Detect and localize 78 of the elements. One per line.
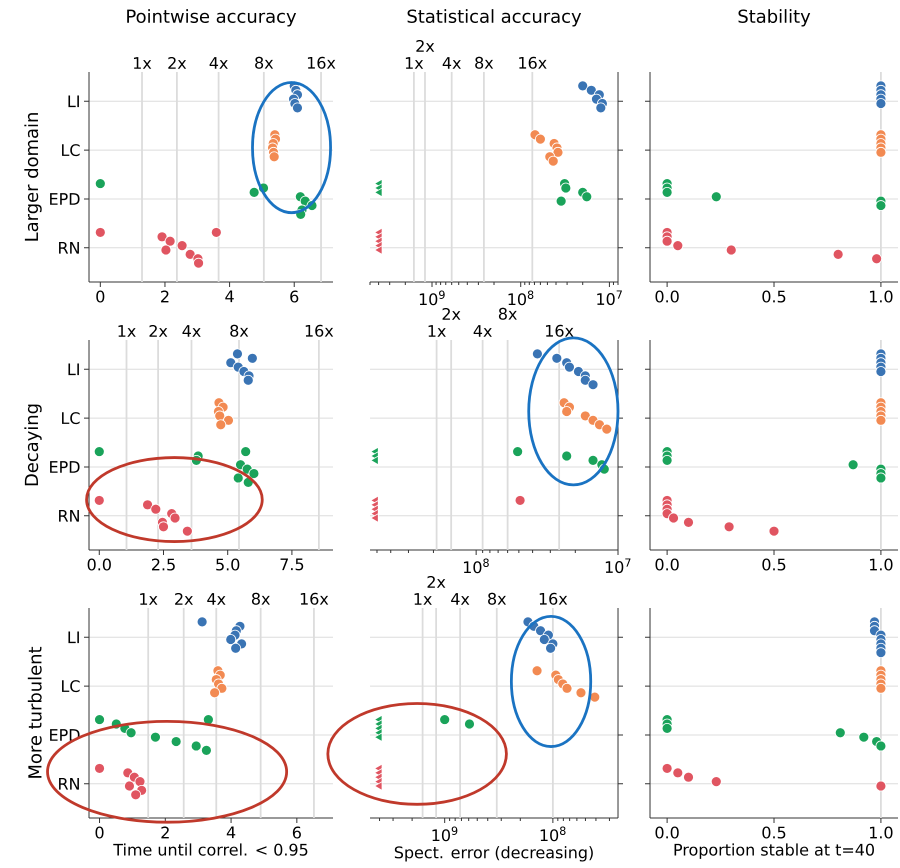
x-tick-label: 0.5 xyxy=(762,558,786,571)
y-tick-label: LI xyxy=(68,95,79,108)
ref-line-label: 4x xyxy=(210,57,228,69)
y-axis-title: Decaying xyxy=(24,404,42,486)
ref-line-label: 4x xyxy=(442,57,461,69)
y-tick-label: RN xyxy=(59,778,79,790)
ref-line-label: 2x xyxy=(428,576,446,588)
x-axis-title: Spect. error (decreasing) xyxy=(394,846,593,862)
ref-line-label: 16x xyxy=(540,592,568,605)
x-tick-label: 0.0 xyxy=(88,558,111,571)
y-tick-label: LC xyxy=(62,680,80,692)
x-tick-label: 7.5 xyxy=(280,558,304,570)
ref-line-label: 1x xyxy=(118,325,136,337)
y-tick-label: LI xyxy=(68,363,79,376)
chart-title: Pointwise accuracy xyxy=(127,9,296,26)
ref-line-label: 16x xyxy=(546,324,574,337)
y-axis-title: More turbulent xyxy=(28,646,42,778)
x-tick-label: 4 xyxy=(225,290,234,302)
x-tick-label: 10$^{8}$ xyxy=(464,558,489,574)
y-axis-title: Larger domain xyxy=(24,113,42,241)
x-tick-label: 0.0 xyxy=(655,290,679,303)
x-tick-label: 10$^{9}$ xyxy=(420,290,445,306)
ref-line-label: 4x xyxy=(182,325,201,337)
x-tick-label: 0.0 xyxy=(655,558,679,571)
ref-line-label: 16x xyxy=(306,324,334,337)
ref-line-label: 1x xyxy=(406,57,424,69)
ref-line-label: 8x xyxy=(498,308,517,320)
x-tick-label: 1.0 xyxy=(870,558,893,571)
ref-line-label: 16x xyxy=(300,592,328,605)
y-tick-label: LC xyxy=(62,412,80,424)
ref-line-label: 16x xyxy=(308,56,336,69)
x-tick-label: 0 xyxy=(96,826,104,839)
x-tick-label: 6 xyxy=(292,826,301,839)
ref-line-label: 2x xyxy=(175,592,193,605)
x-tick-label: 10$^{7}$ xyxy=(597,290,622,306)
x-tick-label: 6 xyxy=(290,290,298,303)
ref-line-label: 1x xyxy=(140,593,158,605)
y-tick-label: LI xyxy=(68,631,79,644)
x-tick-label: 2 xyxy=(161,290,168,302)
ref-line-label: 2x xyxy=(168,56,186,69)
y-tick-label: RN xyxy=(59,510,79,522)
ref-line-label: 2x xyxy=(416,40,434,52)
ref-line-label: 1x xyxy=(414,593,432,605)
x-tick-label: 10$^{8}$ xyxy=(540,826,566,842)
ref-line-label: 4x xyxy=(474,325,492,337)
x-tick-label: 0.5 xyxy=(762,290,786,303)
ref-line-label: 8x xyxy=(255,56,274,69)
x-tick-label: 1.0 xyxy=(870,826,893,839)
ref-line-label: 8x xyxy=(488,592,506,605)
x-tick-label: 10$^{9}$ xyxy=(432,826,458,842)
x-tick-label: 0.0 xyxy=(655,826,679,839)
x-tick-label: 2 xyxy=(161,826,169,838)
x-axis-title: Proportion stable at t=40 xyxy=(674,843,874,859)
y-tick-label: EPD xyxy=(50,193,80,205)
x-tick-label: 2.5 xyxy=(152,558,175,571)
x-tick-label: 0.5 xyxy=(762,826,786,839)
ref-line-label: 4x xyxy=(207,593,226,605)
ref-line-label: 8x xyxy=(230,324,248,337)
ref-line-label: 16x xyxy=(519,56,547,69)
ref-line-label: 1x xyxy=(134,57,152,69)
x-axis-title: Time until correl. < 0.95 xyxy=(113,843,308,856)
x-tick-label: 10$^{7}$ xyxy=(606,558,630,574)
ref-line-label: 1x xyxy=(428,325,446,337)
ref-line-label: 2x xyxy=(149,324,168,337)
chart-title: Stability xyxy=(738,9,810,26)
x-tick-label: 5.0 xyxy=(216,558,240,571)
x-tick-label: 0 xyxy=(96,290,104,303)
ref-line-label: 8x xyxy=(252,592,270,605)
ref-line-label: 2x xyxy=(442,308,460,320)
x-tick-label: 10$^{8}$ xyxy=(508,290,534,306)
ref-line-label: 4x xyxy=(451,593,470,605)
x-tick-label: 1.0 xyxy=(870,290,893,303)
ref-line-label: 8x xyxy=(475,56,494,69)
y-tick-label: LC xyxy=(62,144,80,156)
chart-title: Statistical accuracy xyxy=(408,9,582,26)
y-tick-label: RN xyxy=(59,242,79,254)
x-tick-label: 4 xyxy=(226,826,236,838)
y-tick-label: EPD xyxy=(50,461,80,473)
